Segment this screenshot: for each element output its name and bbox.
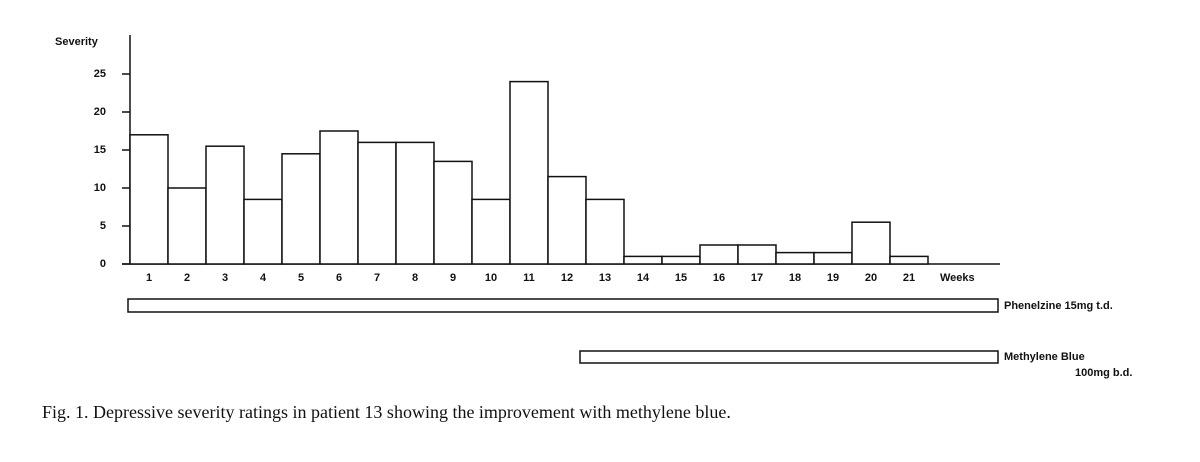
treatment-dose: 100mg b.d. xyxy=(1075,367,1132,379)
y-tick-label: 20 xyxy=(94,106,106,118)
y-tick-label: 10 xyxy=(94,182,106,194)
bar xyxy=(775,251,815,265)
bar xyxy=(433,160,473,265)
treatment-bar xyxy=(127,298,999,313)
y-tick-label: 15 xyxy=(94,144,106,156)
caption: Fig. 1. Depressive severity ratings in p… xyxy=(42,402,731,422)
x-tick-label: 3 xyxy=(222,272,228,284)
x-tick-label: 8 xyxy=(412,272,418,284)
x-tick-label: 18 xyxy=(789,272,801,284)
bar xyxy=(167,187,207,265)
bar xyxy=(395,141,435,265)
x-tick-label: 13 xyxy=(599,272,611,284)
x-tick-label: 9 xyxy=(450,272,456,284)
x-tick-label: 4 xyxy=(260,272,267,284)
x-tick-label: 2 xyxy=(184,272,190,284)
y-axis-label: Severity xyxy=(55,36,99,48)
x-tick-label: 1 xyxy=(146,272,152,284)
bar xyxy=(319,130,359,265)
bar xyxy=(509,80,549,265)
bar xyxy=(813,251,853,265)
treatment-label: Methylene Blue xyxy=(1004,351,1085,363)
x-tick-label: 14 xyxy=(637,272,650,284)
x-axis-label: Weeks xyxy=(940,272,975,284)
y-tick-label: 5 xyxy=(100,220,106,232)
treatment-bar xyxy=(579,350,999,364)
x-tick-label: 7 xyxy=(374,272,380,284)
bar xyxy=(661,255,701,265)
x-tick-label: 21 xyxy=(903,272,915,284)
bar xyxy=(547,175,587,265)
bar xyxy=(357,141,397,265)
x-tick-label: 17 xyxy=(751,272,763,284)
bar xyxy=(281,153,321,265)
x-tick-label: 15 xyxy=(675,272,687,284)
x-tick-label: 12 xyxy=(561,272,573,284)
x-tick-label: 6 xyxy=(336,272,342,284)
bar xyxy=(737,244,777,265)
bar xyxy=(585,198,625,265)
x-tick-label: 20 xyxy=(865,272,877,284)
bar xyxy=(699,244,739,265)
y-tick-label: 25 xyxy=(94,68,106,80)
x-tick-label: 10 xyxy=(485,272,497,284)
y-tick-label: 0 xyxy=(100,258,106,270)
bar xyxy=(851,221,891,265)
bar xyxy=(205,145,245,265)
bar xyxy=(129,134,169,265)
x-tick-label: 16 xyxy=(713,272,725,284)
bar xyxy=(889,255,929,265)
treatment-label: Phenelzine 15mg t.d. xyxy=(1004,300,1113,312)
bar xyxy=(471,198,511,265)
x-tick-label: 11 xyxy=(523,272,535,284)
bar xyxy=(243,198,283,265)
x-tick-label: 19 xyxy=(827,272,839,284)
bar xyxy=(623,255,663,265)
x-tick-label: 5 xyxy=(298,272,304,284)
